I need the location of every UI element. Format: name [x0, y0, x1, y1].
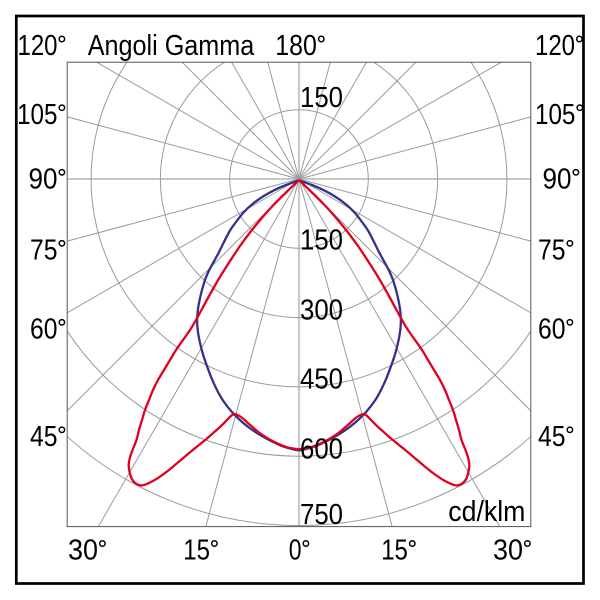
svg-text:45: 45 — [538, 421, 566, 453]
svg-text:cd/klm: cd/klm — [448, 496, 525, 528]
svg-text:60: 60 — [30, 314, 58, 346]
svg-text:90: 90 — [29, 164, 58, 196]
svg-text:105: 105 — [17, 99, 57, 131]
svg-text:30: 30 — [68, 535, 98, 567]
svg-text:90: 90 — [543, 164, 572, 196]
svg-text:180: 180 — [275, 30, 317, 62]
svg-text:150: 150 — [300, 82, 343, 114]
svg-text:75: 75 — [538, 235, 566, 267]
svg-text:150: 150 — [300, 225, 343, 257]
svg-text:75: 75 — [30, 235, 58, 267]
svg-text:450: 450 — [300, 364, 343, 396]
svg-text:45: 45 — [30, 421, 58, 453]
svg-text:750: 750 — [300, 499, 343, 531]
svg-text:120: 120 — [535, 30, 575, 62]
svg-text:15: 15 — [183, 535, 210, 567]
svg-text:300: 300 — [300, 295, 343, 327]
svg-text:600: 600 — [300, 434, 343, 466]
svg-text:60: 60 — [538, 314, 566, 346]
svg-text:120: 120 — [18, 30, 58, 62]
svg-text:105: 105 — [535, 99, 575, 131]
svg-text:0: 0 — [289, 535, 302, 567]
svg-text:15: 15 — [381, 535, 408, 567]
svg-text:Angoli Gamma: Angoli Gamma — [88, 30, 255, 62]
svg-text:30: 30 — [493, 535, 523, 567]
